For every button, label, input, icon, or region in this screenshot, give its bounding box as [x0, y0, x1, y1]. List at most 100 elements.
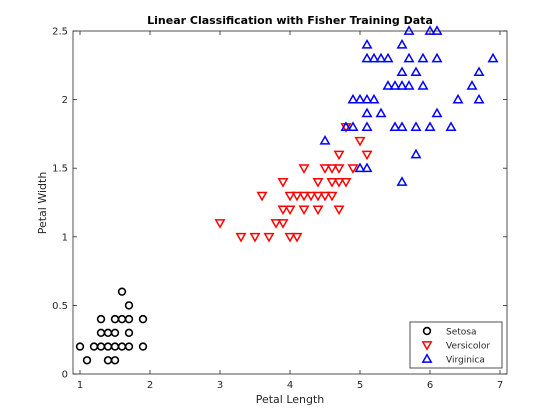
point-versicolor: [277, 205, 289, 216]
point-setosa: [124, 314, 134, 324]
point-versicolor: [347, 164, 359, 174]
point-virginica: [403, 80, 415, 90]
point-versicolor: [298, 205, 310, 216]
point-virginica: [396, 176, 408, 186]
point-setosa: [138, 314, 148, 324]
point-versicolor: [291, 191, 303, 202]
point-setosa: [96, 314, 106, 324]
y-tick-label: 1.5: [52, 164, 68, 175]
x-tick-label: 4: [287, 380, 293, 391]
chart-title: Linear Classification with Fisher Traini…: [147, 14, 433, 27]
point-virginica: [375, 107, 387, 118]
point-versicolor: [326, 191, 338, 202]
point-virginica: [347, 93, 359, 104]
axes: 1 2 3 4 5 6 7 0 0.5 1 1.5 2 2.5: [52, 27, 508, 391]
y-tick-label: 0: [62, 370, 68, 381]
point-versicolor: [291, 232, 303, 243]
point-versicolor: [298, 164, 310, 174]
point-virginica: [396, 121, 408, 131]
point-virginica: [473, 66, 485, 77]
point-setosa: [110, 328, 120, 338]
point-versicolor: [235, 232, 247, 243]
y-tick-label: 2.5: [52, 27, 68, 38]
point-virginica: [354, 162, 366, 173]
point-virginica: [361, 52, 373, 63]
point-virginica: [473, 93, 485, 104]
data-marks: [75, 25, 499, 365]
point-virginica: [347, 121, 359, 131]
point-virginica: [382, 80, 394, 90]
x-tick-label: 6: [427, 380, 433, 391]
point-virginica: [431, 107, 443, 118]
point-setosa: [75, 342, 85, 351]
point-virginica: [396, 66, 408, 77]
point-versicolor: [326, 164, 338, 174]
legend-marker-versicolor: [421, 341, 433, 351]
point-virginica: [319, 135, 331, 145]
point-versicolor: [277, 178, 289, 188]
point-versicolor: [319, 164, 331, 174]
legend-marker-virginica: [421, 353, 433, 363]
point-virginica: [410, 121, 422, 131]
point-virginica: [396, 39, 408, 49]
point-virginica: [431, 52, 443, 63]
point-virginica: [361, 121, 373, 131]
point-versicolor: [319, 191, 331, 202]
point-versicolor: [333, 150, 345, 161]
point-versicolor: [277, 219, 289, 229]
point-virginica: [361, 93, 373, 104]
point-setosa: [124, 301, 134, 310]
point-setosa: [124, 328, 134, 338]
point-virginica: [466, 80, 478, 90]
x-tick-label: 3: [217, 380, 223, 391]
point-versicolor: [312, 178, 324, 188]
x-tick-label: 5: [357, 380, 363, 391]
point-versicolor: [284, 205, 296, 216]
point-virginica: [361, 107, 373, 118]
point-virginica: [354, 93, 366, 104]
legend: Setosa Versicolor Virginica: [409, 321, 503, 369]
point-virginica: [417, 52, 429, 63]
point-versicolor: [312, 205, 324, 216]
x-tick-label: 1: [77, 380, 83, 391]
y-tick-label: 2: [62, 95, 68, 106]
point-versicolor: [298, 191, 310, 202]
point-virginica: [410, 66, 422, 77]
point-setosa: [124, 342, 134, 351]
x-axis-label: Petal Length: [256, 393, 325, 406]
point-virginica: [340, 121, 352, 131]
point-virginica: [396, 80, 408, 90]
point-virginica: [431, 25, 443, 35]
y-tick-label: 0.5: [52, 301, 68, 312]
point-versicolor: [312, 191, 324, 202]
point-versicolor: [354, 136, 366, 147]
point-versicolor: [214, 219, 226, 229]
point-virginica: [389, 121, 401, 131]
point-setosa: [82, 356, 92, 365]
point-versicolor: [284, 232, 296, 243]
point-virginica: [487, 52, 499, 63]
point-virginica: [410, 148, 422, 159]
x-tick-label: 7: [497, 380, 503, 391]
point-virginica: [382, 52, 394, 63]
point-versicolor: [333, 205, 345, 216]
legend-label-virginica: Virginica: [446, 356, 485, 366]
x-tick-label: 2: [147, 380, 153, 391]
point-virginica: [368, 93, 380, 104]
y-axis-label: Petal Width: [36, 172, 49, 235]
point-virginica: [417, 80, 429, 90]
point-virginica: [445, 121, 457, 131]
point-virginica: [368, 52, 380, 63]
point-versicolor: [270, 219, 282, 229]
point-virginica: [389, 80, 401, 90]
legend-marker-setosa: [422, 326, 432, 336]
point-versicolor: [305, 191, 317, 202]
point-versicolor: [284, 191, 296, 202]
point-virginica: [361, 162, 373, 173]
point-virginica: [424, 121, 436, 131]
point-versicolor: [263, 232, 275, 243]
point-versicolor: [326, 178, 338, 188]
y-tick-label: 1: [62, 232, 68, 243]
